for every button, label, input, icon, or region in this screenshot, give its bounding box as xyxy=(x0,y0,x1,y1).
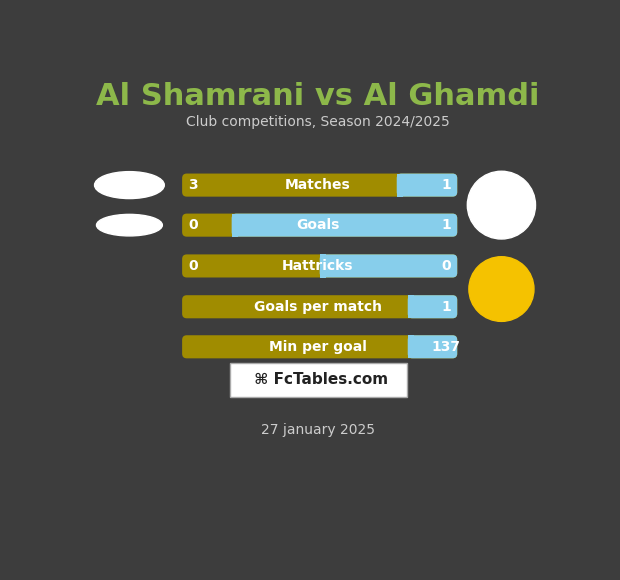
FancyBboxPatch shape xyxy=(397,173,458,197)
Text: 1: 1 xyxy=(441,178,451,192)
Circle shape xyxy=(469,257,534,321)
Text: 137: 137 xyxy=(432,340,461,354)
Text: Goals: Goals xyxy=(296,218,339,232)
Text: 1: 1 xyxy=(441,218,451,232)
Text: 0: 0 xyxy=(188,259,198,273)
Text: Matches: Matches xyxy=(285,178,351,192)
FancyBboxPatch shape xyxy=(232,213,458,237)
FancyBboxPatch shape xyxy=(397,173,403,197)
Text: Club competitions, Season 2024/2025: Club competitions, Season 2024/2025 xyxy=(186,115,450,129)
Text: Min per goal: Min per goal xyxy=(269,340,366,354)
FancyBboxPatch shape xyxy=(182,335,458,358)
FancyBboxPatch shape xyxy=(408,295,457,318)
FancyBboxPatch shape xyxy=(230,363,407,397)
FancyBboxPatch shape xyxy=(182,255,458,277)
Text: 27 january 2025: 27 january 2025 xyxy=(261,423,374,437)
Text: Hattricks: Hattricks xyxy=(282,259,353,273)
FancyBboxPatch shape xyxy=(182,213,458,237)
FancyBboxPatch shape xyxy=(320,255,458,277)
FancyBboxPatch shape xyxy=(408,335,457,358)
FancyBboxPatch shape xyxy=(232,213,238,237)
Text: Al Shamrani vs Al Ghamdi: Al Shamrani vs Al Ghamdi xyxy=(96,82,539,111)
Text: 0: 0 xyxy=(188,218,198,232)
Text: 3: 3 xyxy=(188,178,198,192)
Text: Goals per match: Goals per match xyxy=(254,300,382,314)
FancyBboxPatch shape xyxy=(320,255,326,277)
Ellipse shape xyxy=(95,172,164,198)
Ellipse shape xyxy=(97,215,162,236)
Text: 0: 0 xyxy=(441,259,451,273)
FancyBboxPatch shape xyxy=(408,335,414,358)
Text: ⌘ FcTables.com: ⌘ FcTables.com xyxy=(249,372,388,387)
Circle shape xyxy=(467,171,536,239)
Text: 1: 1 xyxy=(441,300,451,314)
FancyBboxPatch shape xyxy=(182,295,458,318)
FancyBboxPatch shape xyxy=(408,295,414,318)
FancyBboxPatch shape xyxy=(182,173,458,197)
